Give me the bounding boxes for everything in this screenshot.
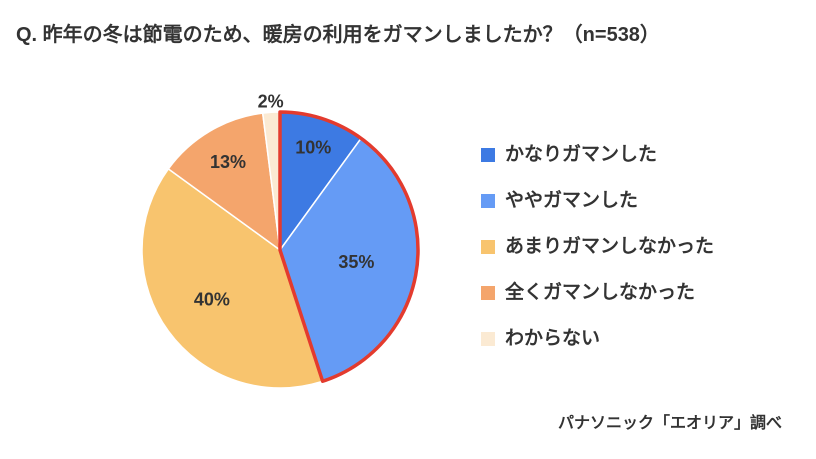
legend-swatch-did-not-endure-much: [481, 240, 495, 254]
legend-item-did-not-endure-at-all: 全くガマンしなかった: [481, 270, 714, 316]
legend-item-dont-know: わからない: [481, 316, 714, 362]
legend-label-dont-know: わからない: [505, 328, 601, 349]
data-label-did-not-endure-at-all: 13%: [210, 152, 246, 172]
legend-item-endured-somewhat: ややガマンした: [481, 178, 714, 224]
legend-swatch-endured-a-lot: [481, 148, 495, 162]
legend-item-did-not-endure-much: あまりガマンしなかった: [481, 224, 714, 270]
legend: かなりガマンした ややガマンした あまりガマンしなかった 全くガマンしなかった …: [481, 132, 714, 362]
data-label-endured-somewhat: 35%: [338, 252, 374, 272]
legend-label-did-not-endure-much: あまりガマンしなかった: [505, 236, 715, 257]
source-note: パナソニック「エオリア」調べ: [557, 415, 782, 432]
legend-swatch-dont-know: [481, 332, 495, 346]
pie-slice-did-not-endure-at-all: [167, 112, 281, 252]
highlight-outline: [278, 110, 420, 383]
legend-label-did-not-endure-at-all: 全くガマンしなかった: [505, 282, 696, 303]
pie-slice-did-not-endure-much: [141, 167, 324, 389]
legend-swatch-did-not-endure-at-all: [481, 286, 495, 300]
legend-label-endured-a-lot: かなりガマンした: [505, 144, 658, 165]
data-label-did-not-endure-much: 40%: [194, 289, 230, 309]
data-label-endured-a-lot: 10%: [295, 138, 331, 158]
legend-swatch-endured-somewhat: [481, 194, 495, 208]
legend-label-endured-somewhat: ややガマンした: [505, 190, 639, 211]
data-label-dont-know: 2%: [258, 91, 284, 111]
chart-title: Q. 昨年の冬は節電のため、暖房の利用をガマンしましたか？（n=538）: [16, 24, 660, 46]
legend-item-endured-a-lot: かなりガマンした: [481, 132, 714, 178]
